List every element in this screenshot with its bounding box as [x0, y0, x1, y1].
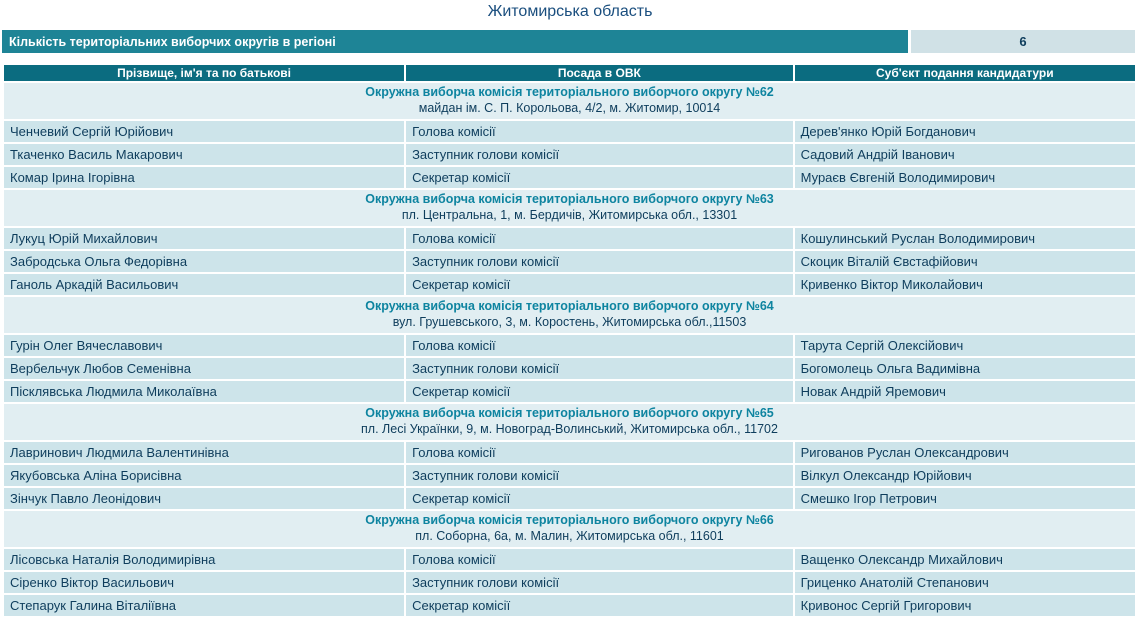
- member-nominator-cell: Дерев'янко Юрій Богданович: [794, 121, 1135, 142]
- district-header-cell: Окружна виборча комісія територіального …: [4, 404, 1135, 440]
- member-name-cell: Зінчук Павло Леонідович: [4, 488, 405, 509]
- member-name-cell: Ченчевий Сергій Юрійович: [4, 121, 405, 142]
- district-address: майдан ім. С. П. Корольова, 4/2, м. Жито…: [418, 101, 721, 115]
- member-row: Зінчук Павло Леонідович Секретар комісії С…: [4, 488, 1135, 509]
- member-name-cell: Степарук Галина Віталіївна: [4, 595, 405, 616]
- member-row: Якубовська Аліна Борисівна Заступник голо…: [4, 465, 1135, 486]
- member-nominator-cell: Богомолець Ольга Вадимівна: [794, 358, 1135, 379]
- district-title: Окружна виборча комісія територіального …: [365, 192, 774, 206]
- member-position-cell: Заступник голови комісії: [406, 144, 793, 165]
- districts-count-value: 6: [911, 30, 1135, 53]
- member-position-cell: Голова комісії: [406, 335, 793, 356]
- member-nominator-cell: Вілкул Олександр Юрійович: [794, 465, 1135, 486]
- district-title: Окружна виборча комісія територіального …: [365, 85, 774, 99]
- member-position-cell: Секретар комісії: [406, 488, 793, 509]
- district-title: Окружна виборча комісія територіального …: [365, 299, 774, 313]
- member-name-cell: Лавринович Людмила Валентинівна: [4, 442, 405, 463]
- member-nominator-cell: Тарута Сергій Олексійович: [794, 335, 1135, 356]
- district-title: Окружна виборча комісія територіального …: [365, 406, 774, 420]
- member-name-cell: Забродська Ольга Федорівна: [4, 251, 405, 272]
- column-header-nominator: Суб'єкт подання кандидатури: [794, 65, 1135, 81]
- member-name-cell: Пісклявська Людмила Миколаївна: [4, 381, 405, 402]
- member-position-cell: Голова комісії: [406, 228, 793, 249]
- member-row: Комар Ірина Ігорівна Секретар комісії Мура…: [4, 167, 1135, 188]
- district-address: вул. Грушевського, 3, м. Коростень, Жито…: [392, 315, 747, 329]
- member-name-cell: Ткаченко Василь Макарович: [4, 144, 405, 165]
- member-nominator-cell: Ригованов Руслан Олександрович: [794, 442, 1135, 463]
- member-position-cell: Секретар комісії: [406, 167, 793, 188]
- page-title: Житомирська область: [487, 3, 653, 20]
- member-name-cell: Лукуц Юрій Михайлович: [4, 228, 405, 249]
- member-nominator-cell: Новак Андрій Яремович: [794, 381, 1135, 402]
- member-row: Лавринович Людмила Валентинівна Голова ко…: [4, 442, 1135, 463]
- member-row: Забродська Ольга Федорівна Заступник голо…: [4, 251, 1135, 272]
- district-header-cell: Окружна виборча комісія територіального …: [4, 297, 1135, 333]
- member-name-cell: Вербельчук Любов Семенівна: [4, 358, 405, 379]
- member-name-cell: Сіренко Віктор Васильович: [4, 572, 405, 593]
- district-address: пл. Лесі Українки, 9, м. Новоград-Волинс…: [361, 422, 778, 436]
- member-nominator-cell: Кошулинський Руслан Володимирович: [794, 228, 1135, 249]
- commissions-table-wrap: Прізвище, ім'я та по батькові Посада в О…: [0, 63, 1137, 618]
- member-position-cell: Заступник голови комісії: [406, 251, 793, 272]
- member-row: Гурін Олег Вячеславович Голова комісії Тар…: [4, 335, 1135, 356]
- commissions-table: Прізвище, ім'я та по батькові Посада в О…: [2, 63, 1137, 618]
- member-position-cell: Заступник голови комісії: [406, 465, 793, 486]
- member-row: Степарук Галина Віталіївна Секретар коміс…: [4, 595, 1135, 616]
- column-header-name: Прізвище, ім'я та по батькові: [4, 65, 405, 81]
- district-section-row: Окружна виборча комісія територіального …: [4, 83, 1135, 119]
- member-position-cell: Голова комісії: [406, 549, 793, 570]
- member-nominator-cell: Ващенко Олександр Михайлович: [794, 549, 1135, 570]
- member-position-cell: Голова комісії: [406, 121, 793, 142]
- member-position-cell: Секретар комісії: [406, 381, 793, 402]
- member-row: Ганоль Аркадій Васильович Секретар комісі…: [4, 274, 1135, 295]
- member-row: Пісклявська Людмила Миколаївна Секретар к…: [4, 381, 1135, 402]
- district-section-row: Окружна виборча комісія територіального …: [4, 511, 1135, 547]
- district-address: пл. Соборна, 6а, м. Малин, Житомирська о…: [415, 529, 724, 543]
- member-name-cell: Якубовська Аліна Борисівна: [4, 465, 405, 486]
- table-header-row: Прізвище, ім'я та по батькові Посада в О…: [4, 65, 1135, 81]
- member-nominator-cell: Кривенко Віктор Миколайович: [794, 274, 1135, 295]
- member-row: Ткаченко Василь Макарович Заступник голов…: [4, 144, 1135, 165]
- district-section-row: Окружна виборча комісія територіального …: [4, 190, 1135, 226]
- member-nominator-cell: Скоцик Віталій Євстафійович: [794, 251, 1135, 272]
- district-section-row: Окружна виборча комісія територіального …: [4, 404, 1135, 440]
- member-position-cell: Секретар комісії: [406, 595, 793, 616]
- district-header-cell: Окружна виборча комісія територіального …: [4, 190, 1135, 226]
- member-name-cell: Лісовська Наталія Володимирівна: [4, 549, 405, 570]
- member-row: Лісовська Наталія Володимирівна Голова ко…: [4, 549, 1135, 570]
- member-name-cell: Гурін Олег Вячеславович: [4, 335, 405, 356]
- district-section-row: Окружна виборча комісія територіального …: [4, 297, 1135, 333]
- member-nominator-cell: Мураєв Євгеній Володимирович: [794, 167, 1135, 188]
- member-nominator-cell: Кривонос Сергій Григорович: [794, 595, 1135, 616]
- member-row: Сіренко Віктор Васильович Заступник голов…: [4, 572, 1135, 593]
- region-summary-bar: Кількість територіальних виборчих округі…: [2, 30, 1135, 53]
- member-name-cell: Комар Ірина Ігорівна: [4, 167, 405, 188]
- member-position-cell: Заступник голови комісії: [406, 358, 793, 379]
- member-position-cell: Секретар комісії: [406, 274, 793, 295]
- district-header-cell: Окружна виборча комісія територіального …: [4, 511, 1135, 547]
- districts-count-label: Кількість територіальних виборчих округі…: [2, 30, 908, 53]
- district-title: Окружна виборча комісія територіального …: [365, 513, 774, 527]
- member-row: Вербельчук Любов Семенівна Заступник голо…: [4, 358, 1135, 379]
- member-row: Лукуц Юрій Михайлович Голова комісії Кошул…: [4, 228, 1135, 249]
- member-nominator-cell: Садовий Андрій Іванович: [794, 144, 1135, 165]
- district-address: пл. Центральна, 1, м. Бердичів, Житомирс…: [401, 208, 738, 222]
- district-header-cell: Окружна виборча комісія територіального …: [4, 83, 1135, 119]
- member-nominator-cell: Смешко Ігор Петрович: [794, 488, 1135, 509]
- member-nominator-cell: Гриценко Анатолій Степанович: [794, 572, 1135, 593]
- column-header-position: Посада в ОВК: [406, 65, 793, 81]
- member-row: Ченчевий Сергій Юрійович Голова комісії Де…: [4, 121, 1135, 142]
- member-position-cell: Заступник голови комісії: [406, 572, 793, 593]
- member-position-cell: Голова комісії: [406, 442, 793, 463]
- member-name-cell: Ганоль Аркадій Васильович: [4, 274, 405, 295]
